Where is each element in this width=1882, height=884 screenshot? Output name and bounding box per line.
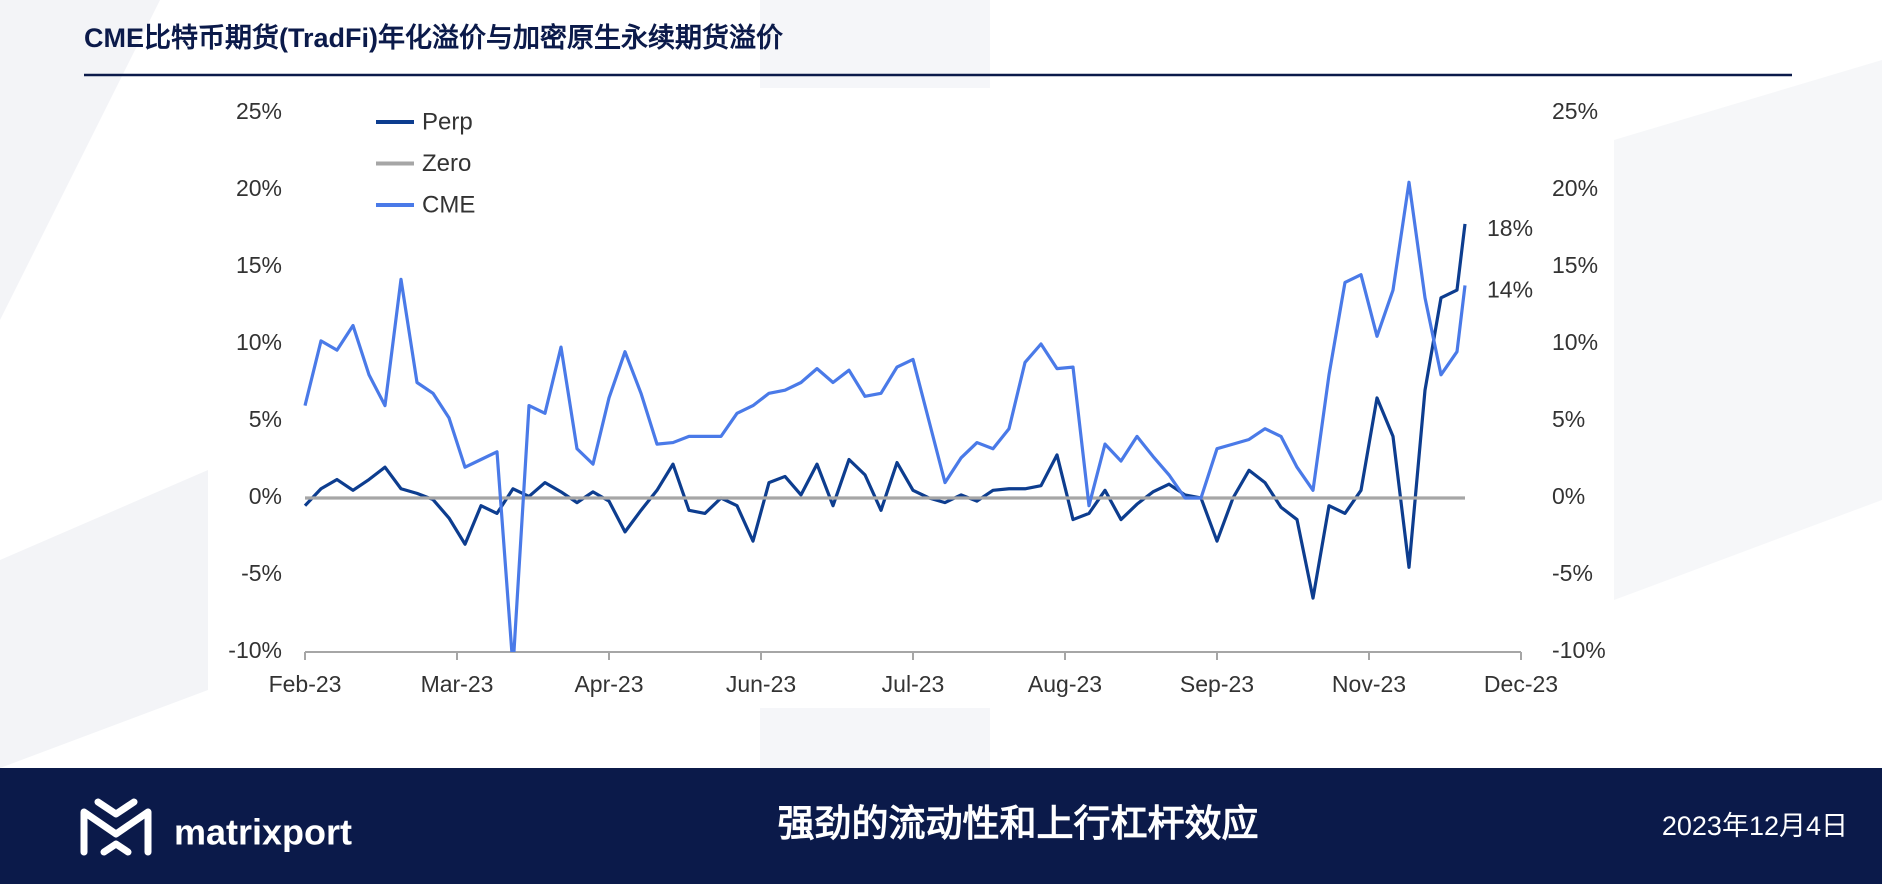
x-tick-label: Mar-23 — [421, 671, 494, 697]
bg-shape — [1614, 60, 1882, 600]
y-tick-label: 20% — [236, 175, 282, 201]
y2-tick-label: 25% — [1552, 98, 1598, 124]
legend-label: CME — [422, 191, 475, 218]
y2-tick-label: 10% — [1552, 329, 1598, 355]
bg-shape — [0, 0, 160, 320]
footer-band — [0, 768, 1882, 884]
logo-icon — [80, 798, 152, 856]
page-title: CME比特币期货(TradFi)年化溢价与加密原生永续期货溢价 — [84, 22, 784, 53]
value-label: 14% — [1487, 277, 1533, 303]
bg-shape — [760, 0, 990, 88]
logo-stroke — [94, 798, 138, 818]
y-tick-label: 5% — [249, 406, 282, 432]
chart-panel — [208, 88, 1614, 708]
y-tick-label: 10% — [236, 329, 282, 355]
x-tick-label: Nov-23 — [1332, 671, 1406, 697]
y2-tick-label: 0% — [1552, 483, 1585, 509]
footer-date: 2023年12月4日 — [1662, 811, 1848, 841]
logo-stroke — [80, 808, 152, 856]
y-tick-label: -10% — [228, 637, 282, 663]
y2-tick-label: 15% — [1552, 252, 1598, 278]
legend-label: Perp — [422, 108, 473, 135]
x-tick-label: Jul-23 — [882, 671, 945, 697]
y2-tick-label: 5% — [1552, 406, 1585, 432]
bg-shape — [760, 708, 990, 768]
footer-headline: 强劲的流动性和上行杠杆效应 — [778, 803, 1259, 844]
y-tick-label: 15% — [236, 252, 282, 278]
x-tick-label: Sep-23 — [1180, 671, 1254, 697]
x-tick-label: Dec-23 — [1484, 671, 1558, 697]
logo-stroke — [100, 840, 132, 856]
y2-tick-label: -5% — [1552, 560, 1593, 586]
x-tick-label: Feb-23 — [269, 671, 342, 697]
bg-shape — [0, 470, 208, 768]
series-line — [303, 180, 1467, 652]
y2-tick-label: -10% — [1552, 637, 1606, 663]
legend-label: Zero — [422, 150, 471, 177]
chart: -10% -5% 0% 5% 10% 15% 20% 25% -10% -5% 0% 5% 10% 15%… — [228, 98, 1605, 697]
x-tick-label: Apr-23 — [574, 671, 643, 697]
value-label: 18% — [1487, 215, 1533, 241]
y-tick-label: -5% — [241, 560, 282, 586]
brand-name: matrixport — [174, 812, 352, 853]
y2-tick-label: 20% — [1552, 175, 1598, 201]
y-tick-label: 0% — [249, 483, 282, 509]
plot-area — [303, 180, 1467, 652]
y-tick-label: 25% — [236, 98, 282, 124]
x-tick-label: Jun-23 — [726, 671, 796, 697]
x-tick-label: Aug-23 — [1028, 671, 1102, 697]
